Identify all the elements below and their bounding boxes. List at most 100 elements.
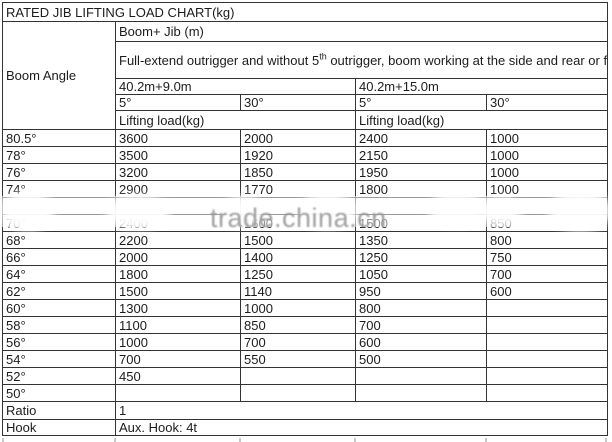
load-cell: 1600 — [240, 214, 356, 232]
hook-value: Aux. Hook: 4t — [114, 419, 609, 436]
lifting-load-header-2: Lifting load(kg) — [354, 110, 609, 130]
load-cell: 1000 — [485, 129, 609, 147]
load-cell: 600 — [355, 333, 487, 351]
jib-angle-header: 30° — [485, 94, 609, 111]
load-cell: 550 — [240, 350, 356, 368]
load-cell: 2150 — [355, 146, 487, 164]
load-cell: 950 — [355, 282, 487, 300]
boom-angle-header: Boom Angle — [2, 21, 116, 130]
load-cell — [355, 384, 487, 402]
load-cell: 1400 — [240, 248, 356, 266]
cropped-next-row-artifact — [0, 438, 612, 442]
table-row — [2, 197, 609, 215]
table-row: 74° 2900 1770 1800 1000 — [2, 180, 609, 198]
load-cell: 1140 — [240, 282, 356, 300]
load-cell: 2400 — [115, 214, 241, 232]
load-cell — [240, 384, 356, 402]
load-cell: 800 — [485, 231, 609, 249]
load-cell — [485, 197, 609, 215]
angle-cell: 50° — [2, 384, 116, 402]
load-cell: 500 — [355, 350, 487, 368]
angle-cell: 74° — [2, 180, 116, 198]
angle-cell: 52° — [2, 367, 116, 385]
angle-cell: 64° — [2, 265, 116, 283]
load-cell: 1500 — [355, 214, 487, 232]
load-cell — [240, 367, 356, 385]
load-cell — [485, 367, 609, 385]
load-cell: 850 — [240, 316, 356, 334]
table-row: 80.5° 3600 2000 2400 1000 — [2, 129, 609, 147]
angle-cell: 66° — [2, 248, 116, 266]
load-cell — [485, 299, 609, 317]
load-cell: 2000 — [240, 129, 356, 147]
load-cell: 1000 — [240, 299, 356, 317]
hook-label: Hook — [2, 419, 116, 436]
lifting-load-header-1: Lifting load(kg) — [115, 110, 356, 130]
load-cell: 750 — [485, 248, 609, 266]
range-header-1: 40.2m+9.0m — [115, 78, 356, 95]
load-cell: 600 — [485, 282, 609, 300]
load-cell: 850 — [485, 214, 609, 232]
angle-cell: 56° — [2, 333, 116, 351]
range-header-2: 40.2m+15.0m — [354, 78, 609, 95]
load-cell: 700 — [355, 316, 487, 334]
load-cell — [485, 333, 609, 351]
load-cell: 2400 — [355, 129, 487, 147]
load-cell: 2900 — [115, 180, 241, 198]
load-cell: 1250 — [355, 248, 487, 266]
angle-cell: 76° — [2, 163, 116, 181]
jib-angle-header: 30° — [240, 94, 356, 111]
angle-cell: 60° — [2, 299, 116, 317]
load-cell: 1850 — [240, 163, 356, 181]
load-cell — [240, 197, 356, 215]
load-cell: 700 — [115, 350, 241, 368]
ratio-value: 1 — [114, 401, 609, 420]
load-chart-table: RATED JIB LIFTING LOAD CHART(kg) Boom An… — [1, 2, 609, 436]
load-cell: 1500 — [240, 231, 356, 249]
load-cell: 1800 — [115, 265, 241, 283]
angle-cell: 78° — [2, 146, 116, 164]
load-cell — [355, 367, 487, 385]
angle-cell: 54° — [2, 350, 116, 368]
load-cell: 1300 — [115, 299, 241, 317]
load-cell: 2000 — [115, 248, 241, 266]
load-cell: 3500 — [115, 146, 241, 164]
table-row: 78° 3500 1920 2150 1000 — [2, 146, 609, 164]
load-cell: 1950 — [355, 163, 487, 181]
load-cell — [485, 384, 609, 402]
angle-cell: 68° — [2, 231, 116, 249]
angle-cell: 58° — [2, 316, 116, 334]
jib-angle-header: 5° — [115, 94, 241, 111]
table-row: 54° 700 550 500 — [2, 350, 609, 368]
load-cell: 1000 — [485, 180, 609, 198]
condition-note-part1: Full-extend outrigger and without 5 — [119, 52, 320, 68]
load-cell — [355, 197, 487, 215]
load-cell: 700 — [485, 265, 609, 283]
load-cell: 1250 — [240, 265, 356, 283]
table-row: 50° — [2, 384, 609, 402]
load-cell: 800 — [355, 299, 487, 317]
load-cell: 3200 — [115, 163, 241, 181]
load-cell — [485, 316, 609, 334]
ratio-label: Ratio — [2, 401, 116, 420]
table-row: 52° 450 — [2, 367, 609, 385]
table-row: 56° 1000 700 600 — [2, 333, 609, 351]
load-cell: 1050 — [355, 265, 487, 283]
angle-cell: 62° — [2, 282, 116, 300]
table-row: 60° 1300 1000 800 — [2, 299, 609, 317]
load-cell — [115, 197, 241, 215]
load-cell: 700 — [240, 333, 356, 351]
table-row: 62° 1500 1140 950 600 — [2, 282, 609, 300]
table-row: 70° 2400 1600 1500 850 — [2, 214, 609, 232]
condition-note: Full-extend outrigger and without 5th ou… — [114, 41, 609, 79]
angle-cell — [2, 197, 116, 215]
table-row: 66° 2000 1400 1250 750 — [2, 248, 609, 266]
load-cell: 1000 — [485, 163, 609, 181]
load-cell: 1920 — [240, 146, 356, 164]
load-cell: 1770 — [240, 180, 356, 198]
load-cell: 2200 — [115, 231, 241, 249]
load-cell: 1100 — [115, 316, 241, 334]
boom-jib-header: Boom+ Jib (m) — [114, 21, 609, 42]
load-cell — [115, 384, 241, 402]
table-row: 64° 1800 1250 1050 700 — [2, 265, 609, 283]
